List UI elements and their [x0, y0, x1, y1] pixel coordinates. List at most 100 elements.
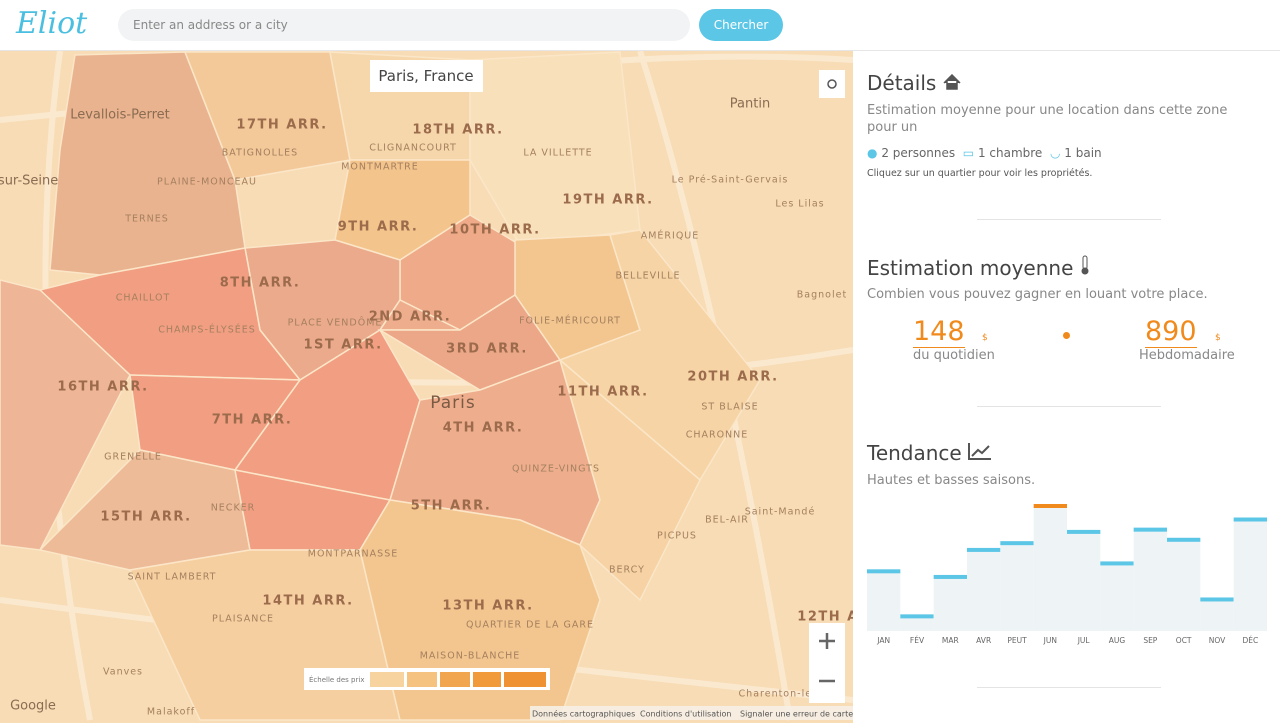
price-scale-label: Échelle des prix: [309, 675, 364, 684]
x-tick-label: JUN: [1043, 636, 1057, 645]
price-swatches: [370, 672, 546, 687]
refresh-button[interactable]: [819, 70, 845, 98]
bar: [1233, 517, 1267, 522]
hint: Cliquez sur un quartier pour voir les pr…: [867, 168, 1093, 179]
logo[interactable]: Eliot: [16, 6, 88, 41]
footer-link[interactable]: Données cartographiques: [532, 709, 635, 719]
title-text: Détails: [867, 71, 937, 95]
x-tick-label: MAR: [942, 636, 959, 645]
bathrooms[interactable]: 1 bain: [1064, 146, 1102, 160]
bar-background: [1167, 539, 1201, 631]
side-panel: Détails Estimation moyenne pour une loca…: [855, 51, 1280, 723]
map-label: y-sur-Seine: [0, 174, 58, 189]
trend-chart: JAN FÉV MAR AVR PEUT JUN JUL AUG SEP OCT NOV DÉC: [867, 504, 1267, 645]
map-label: PLAISANCE: [212, 614, 274, 625]
bar: [1167, 537, 1201, 542]
bar-background: [1100, 563, 1134, 631]
section-title: Tendance: [867, 441, 992, 465]
daily-value: 148: [913, 316, 965, 348]
map-label: FOLIE-MÉRICOURT: [519, 315, 621, 327]
bar-background: [900, 616, 934, 631]
header: Eliot Enter an address or a city Cherche…: [0, 0, 1280, 51]
map-label: PICPUS: [657, 531, 697, 542]
map-label: ST BLAISE: [701, 402, 758, 413]
bar: [1200, 597, 1234, 602]
section-subtitle: Estimation moyenne pour une location dan…: [867, 103, 1228, 135]
map-labels: Levallois-Perret 17TH ARR. BATIGNOLLES 18TH…: [0, 97, 853, 718]
location-box: [370, 60, 483, 92]
map-label: SAINT LAMBERT: [128, 572, 217, 583]
x-tick-label: OCT: [1176, 636, 1192, 645]
search-button[interactable]: Chercher: [699, 9, 783, 41]
separator: [977, 406, 1161, 407]
bedrooms[interactable]: 1 chambre: [977, 146, 1043, 160]
map[interactable]: Levallois-Perret 17TH ARR. BATIGNOLLES 18TH…: [0, 51, 853, 723]
map-label: Le Pré-Saint-Gervais: [672, 175, 789, 186]
map-label: 5TH ARR.: [411, 499, 492, 514]
bar-background: [867, 571, 901, 631]
map-footer: [530, 706, 853, 720]
map-label: 10TH ARR.: [449, 223, 540, 238]
map-label: Pantin: [730, 97, 770, 112]
map-label: PLAINE-MONCEAU: [157, 177, 257, 188]
weekly-label: Hebdomadaire: [1139, 348, 1235, 363]
map-label: Charenton-le-Pont: [739, 689, 842, 700]
separator: [977, 687, 1161, 688]
bar: [1100, 561, 1134, 566]
bar-background: [1233, 519, 1267, 631]
bar: [1067, 529, 1101, 534]
map-label: AMÉRIQUE: [641, 230, 700, 242]
bar-background: [1200, 599, 1234, 631]
map-label: Vanves: [103, 667, 143, 678]
bar: [1000, 541, 1034, 546]
map-label: BERCY: [609, 565, 645, 576]
map-label: Paris: [430, 393, 475, 413]
weekly-value: 890: [1145, 316, 1197, 348]
map-label: 2ND ARR.: [369, 310, 452, 325]
map-label: GRENELLE: [104, 452, 162, 463]
zones: [0, 51, 761, 721]
map-label: Les Lilas: [775, 199, 824, 210]
bar: [967, 547, 1001, 552]
map-label: TERNES: [124, 214, 169, 225]
map-label: 16TH ARR.: [57, 380, 148, 395]
map-label: 1ST ARR.: [303, 338, 382, 353]
title-text: Estimation moyenne: [867, 256, 1074, 280]
map-label: QUINZE-VINGTS: [512, 464, 600, 475]
map-label: 9TH ARR.: [338, 220, 419, 235]
zoom-icons: [819, 633, 835, 683]
home-icon: [943, 73, 961, 90]
map-label: 7TH ARR.: [212, 413, 293, 428]
weekly-currency: $: [1215, 333, 1221, 343]
x-tick-label: DÉC: [1242, 636, 1258, 645]
map-label: 12TH A: [797, 610, 853, 625]
map-label: 14TH ARR.: [262, 594, 353, 609]
location-label: Paris, France: [378, 67, 473, 85]
map-label: Google: [10, 699, 56, 714]
x-tick-label: PEUT: [1007, 636, 1027, 645]
map-label: CHAILLOT: [116, 293, 171, 304]
map-label: CHARONNE: [686, 430, 749, 441]
map-label: 15TH ARR.: [100, 510, 191, 525]
map-label: 19TH ARR.: [562, 193, 653, 208]
map-label: MAISON-BLANCHE: [420, 651, 521, 662]
chart-icon: [968, 443, 992, 460]
map-label: Saint-Mandé: [745, 507, 816, 518]
search-input[interactable]: Enter an address or a city: [118, 9, 690, 41]
map-label: 13TH ARR.: [442, 599, 533, 614]
persons[interactable]: 2 personnes: [881, 146, 956, 160]
section-subtitle: Hautes et basses saisons.: [867, 473, 1036, 488]
map-label: PLACE VENDÔME: [288, 317, 383, 329]
bar: [867, 569, 901, 574]
x-tick-label: JAN: [876, 636, 890, 645]
x-tick-label: SEP: [1143, 636, 1157, 645]
bar-background: [933, 576, 967, 631]
map-label: NECKER: [211, 503, 256, 514]
filters: ● 2 personnes ▭ 1 chambre ◡ 1 bain: [867, 146, 1102, 160]
footer-link[interactable]: Conditions d'utilisation: [640, 710, 731, 719]
dot: [1063, 332, 1070, 339]
bar-background: [1133, 529, 1167, 631]
footer-link[interactable]: Signaler une erreur de carte: [740, 710, 853, 719]
bar-background: [1033, 506, 1067, 631]
